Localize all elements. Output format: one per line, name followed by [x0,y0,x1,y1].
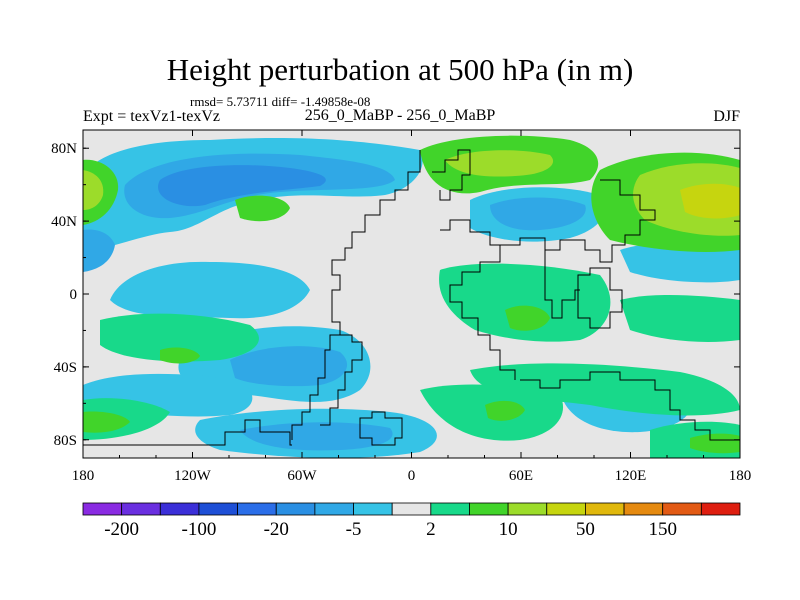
coast-asia [500,179,656,263]
colorbar-box [585,502,625,516]
coast-greenland [432,149,471,201]
runs-label: 256_0_MaBP - 256_0_MaBP [304,107,496,124]
colorbar-box [623,502,664,516]
pos-region-south-indian [470,363,740,416]
colorbar-box [469,502,509,516]
neg-region-north-pacific-deep [158,165,326,207]
colorbar-box [159,502,200,516]
pos-region-north-atlantic-peak [445,150,554,177]
coast-south-america-east [320,334,363,426]
latitude-axis: 80N 40N 0 40S 80S [51,141,740,449]
lon-tick-label: 120W [174,468,212,484]
colorbar-box [275,502,316,516]
colorbar-box [353,502,393,516]
colorbar-box [237,502,277,516]
colorbar-box [430,502,470,516]
neg-region-eurasia-core [490,197,586,231]
pos-region-siberia-peak [680,183,740,219]
coast-australia [577,267,623,329]
pos-region-south-atlantic-core [485,400,525,421]
pos-region-equatorial-pacific [100,313,259,362]
pos-region-equatorial-pacific-core [160,347,200,364]
colorbar-label: 10 [499,519,518,540]
height-field [83,130,740,458]
coastlines [83,149,740,446]
coast-antarctic-peninsula [359,411,403,446]
lon-tick-label: 180 [729,468,752,484]
colorbar-label: 50 [576,519,595,540]
neg-region-antarctic-core [240,422,393,451]
neg-region-west-edge [83,229,115,272]
colorbar-box [314,502,354,516]
pos-region-africa-core [505,305,550,331]
colorbar-box [546,502,586,516]
lon-tick-label: 0 [408,468,416,484]
colorbar-label: 2 [426,519,436,540]
neg-region-south-america-core [230,346,348,387]
season-label: DJF [713,108,740,125]
pos-region-southwest-core [83,411,130,433]
colorbar-box [82,502,123,516]
lon-tick-label: 60E [509,468,533,484]
coast-americas [291,150,421,440]
stats-text: rmsd= 5.73711 diff= -1.49858e-08 [190,94,371,109]
lat-tick-label: 80S [54,433,77,449]
lat-tick-label: 0 [70,287,78,303]
lat-tick-label: 40N [51,214,77,230]
pos-region-north-pacific-small [235,195,290,222]
coast-india [544,250,580,319]
pos-region-alaska-west-peak [83,170,104,210]
coast-europe-africa [440,219,516,380]
neg-region-central-pacific [110,261,310,319]
colorbar-box [121,502,161,516]
lat-tick-label: 80N [51,141,77,157]
lon-tick-label: 180 [72,468,95,484]
colorbar: -200 -100 -20 -5 2 10 50 150 [82,502,741,540]
colorbar-box [700,502,741,516]
colorbar-box [507,502,548,516]
colorbar-label: -100 [182,519,217,540]
pos-region-southeast-core [690,433,740,454]
coast-antarctica [83,371,740,446]
pos-region-africa [439,263,611,342]
colorbar-label: -200 [104,519,139,540]
colorbar-box [198,502,238,516]
colorbar-label: -20 [264,519,289,540]
colorbar-box [662,502,702,516]
lon-tick-label: 60W [287,468,317,484]
colorbar-label: -5 [346,519,362,540]
longitude-axis: 180 120W 60W 0 60E 120E 180 [72,130,752,484]
pos-region-west-pacific [620,295,740,342]
map-title: Height perturbation at 500 hPa (in m) [166,52,634,87]
colorbar-box [391,502,432,516]
colorbar-label: 150 [648,519,677,540]
experiment-label: Expt = texVz1-texVz [83,108,220,125]
lon-tick-label: 120E [615,468,647,484]
lat-tick-label: 40S [54,360,77,376]
